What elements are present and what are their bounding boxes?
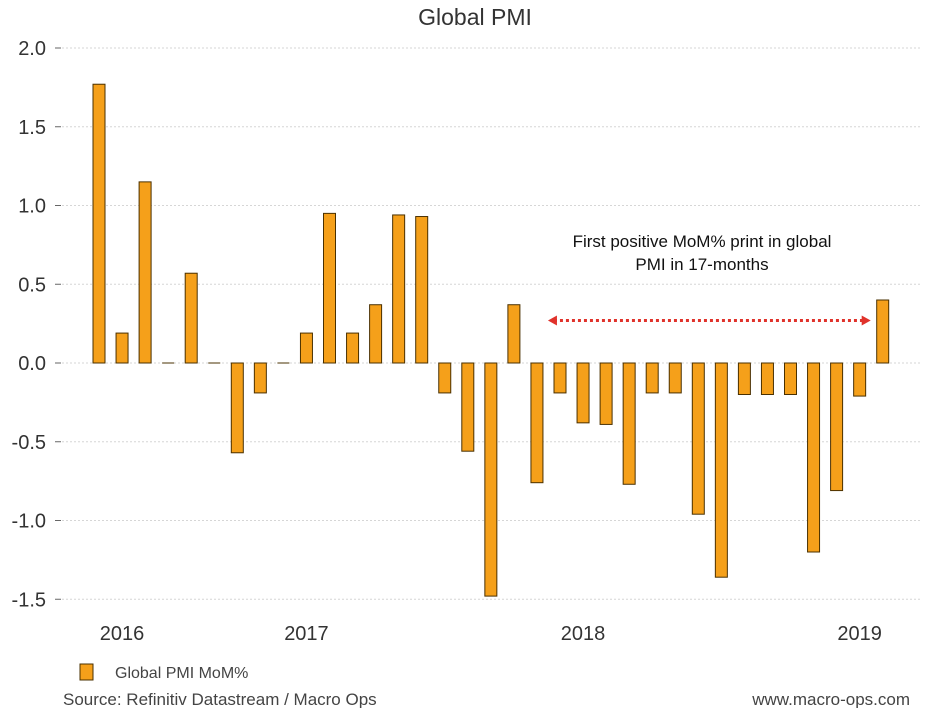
legend-swatch: [79, 663, 94, 681]
bar: [184, 272, 198, 364]
bar: [830, 362, 844, 492]
bar: [253, 362, 267, 394]
annotation-arrow: [547, 315, 871, 326]
y-axis-ticks: 2.0 1.5 1.0 0.5 0.0 -0.5 -1.0 -1.5: [12, 38, 61, 611]
x-axis-ticks: 2016 2017 2018 2019: [100, 623, 882, 645]
bar: [553, 362, 567, 394]
chart-title: Global PMI: [418, 4, 532, 30]
y-tick-label: 0.5: [18, 274, 46, 296]
bar: [415, 216, 429, 364]
bar: [853, 362, 867, 397]
bar: [760, 362, 774, 395]
x-tick-label: 2018: [561, 623, 606, 645]
bar: [138, 181, 152, 364]
y-tick-label: -1.0: [12, 511, 46, 533]
bar: [691, 362, 705, 515]
bar: [369, 304, 383, 364]
annotation: First positive MoM% print in global PMI …: [547, 232, 871, 326]
bar: [530, 362, 544, 484]
bar: [392, 214, 406, 364]
x-tick-label: 2016: [100, 623, 145, 645]
bar: [737, 362, 751, 395]
y-tick-label: -1.5: [12, 589, 46, 611]
bar: [599, 362, 613, 425]
bar: [230, 362, 244, 454]
bar: [92, 83, 106, 364]
bar: [876, 299, 890, 364]
bar: [668, 362, 682, 394]
y-tick-label: 0.0: [18, 353, 46, 375]
annotation-line-2: PMI in 17-months: [635, 255, 768, 274]
bar: [484, 362, 498, 597]
bar: [576, 362, 590, 424]
y-tick-label: -0.5: [12, 432, 46, 454]
bar: [323, 212, 336, 364]
legend: Global PMI MoM%: [79, 663, 248, 682]
bar: [807, 362, 821, 553]
bar: [461, 362, 475, 452]
annotation-line-1: First positive MoM% print in global: [573, 232, 832, 251]
arrow-head-left: [547, 315, 557, 326]
legend-label: Global PMI MoM%: [115, 665, 248, 682]
bar: [784, 362, 797, 395]
bar: [645, 362, 659, 394]
arrow-head-right: [861, 315, 871, 326]
y-tick-label: 2.0: [18, 38, 46, 60]
bar: [115, 332, 129, 364]
bar: [622, 362, 636, 485]
bars: [92, 83, 890, 597]
y-tick-label: 1.5: [18, 117, 46, 139]
bar: [714, 362, 728, 578]
website-note: www.macro-ops.com: [751, 690, 910, 708]
x-tick-label: 2019: [837, 623, 882, 645]
y-tick-label: 1.0: [18, 196, 46, 218]
source-note: Source: Refinitiv Datastream / Macro Ops: [63, 690, 377, 708]
x-tick-label: 2017: [284, 623, 329, 645]
bar: [438, 362, 452, 394]
bar: [507, 304, 521, 364]
bar: [346, 332, 360, 364]
bar: [299, 332, 313, 364]
